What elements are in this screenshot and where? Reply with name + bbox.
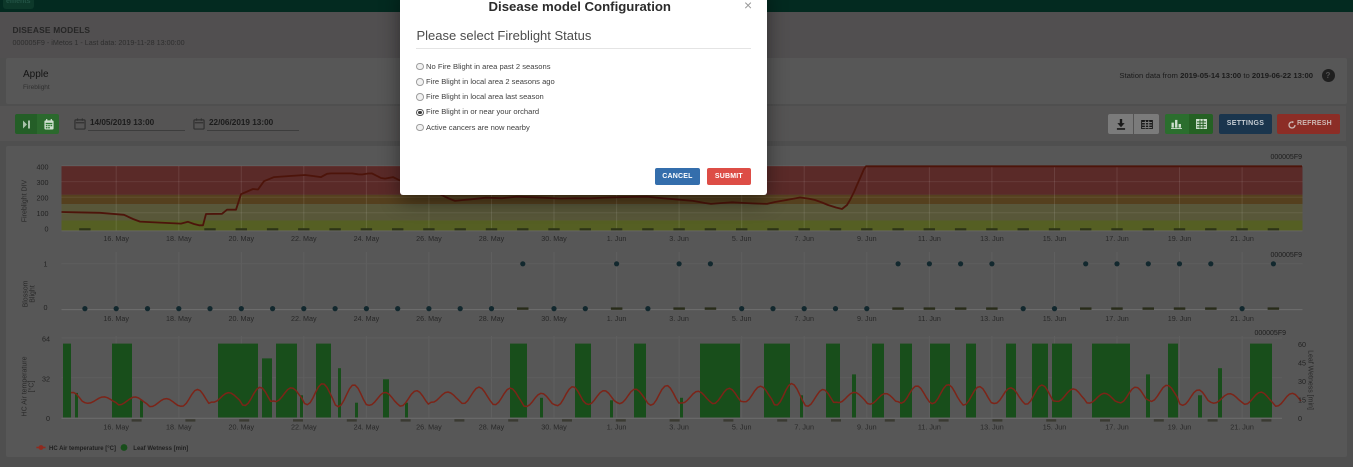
svg-text:30: 30 (1298, 377, 1306, 386)
svg-text:22. May: 22. May (291, 314, 317, 323)
svg-text:3. Jun: 3. Jun (669, 234, 689, 243)
svg-text:20. May: 20. May (229, 234, 255, 243)
svg-text:Leaf Wetness [min]: Leaf Wetness [min] (1307, 350, 1314, 410)
svg-text:18. May: 18. May (166, 234, 192, 243)
svg-text:15: 15 (1298, 396, 1306, 405)
svg-text:21. Jun: 21. Jun (1230, 234, 1254, 243)
svg-text:9. Jun: 9. Jun (857, 314, 877, 323)
svg-text:3. Jun: 3. Jun (669, 423, 689, 432)
svg-text:19. Jun: 19. Jun (1168, 314, 1192, 323)
svg-text:1. Jun: 1. Jun (607, 314, 627, 323)
svg-text:28. May: 28. May (479, 314, 505, 323)
svg-text:0: 0 (44, 303, 48, 312)
svg-text:60: 60 (1298, 340, 1306, 349)
svg-text:5. Jun: 5. Jun (732, 234, 752, 243)
svg-text:11. Jun: 11. Jun (918, 423, 941, 432)
svg-text:000005F9: 000005F9 (1254, 330, 1286, 337)
svg-text:19. Jun: 19. Jun (1168, 234, 1192, 243)
svg-text:18. May: 18. May (166, 423, 192, 432)
svg-text:7. Jun: 7. Jun (794, 314, 814, 323)
svg-text:28. May: 28. May (479, 234, 505, 243)
svg-text:1. Jun: 1. Jun (607, 423, 627, 432)
svg-text:19. Jun: 19. Jun (1168, 423, 1192, 432)
svg-text:17. Jun: 17. Jun (1105, 234, 1129, 243)
svg-text:24. May: 24. May (354, 234, 380, 243)
svg-text:28. May: 28. May (479, 423, 505, 432)
svg-text:30. May: 30. May (541, 234, 567, 243)
svg-text:HC Air temperature: HC Air temperature (22, 356, 29, 416)
svg-text:Blossom: Blossom (23, 280, 30, 307)
svg-text:9. Jun: 9. Jun (857, 423, 877, 432)
svg-text:0: 0 (46, 414, 50, 423)
svg-text:26. May: 26. May (416, 234, 442, 243)
svg-text:400: 400 (37, 162, 49, 171)
svg-text:16. May: 16. May (103, 234, 129, 243)
svg-text:000005F9: 000005F9 (1270, 252, 1302, 259)
svg-text:18. May: 18. May (166, 314, 192, 323)
svg-text:3. Jun: 3. Jun (669, 314, 689, 323)
svg-text:20. May: 20. May (229, 314, 255, 323)
svg-text:15. Jun: 15. Jun (1043, 314, 1067, 323)
svg-text:17. Jun: 17. Jun (1105, 314, 1129, 323)
svg-text:13. Jun: 13. Jun (980, 423, 1004, 432)
svg-text:22. May: 22. May (291, 234, 317, 243)
svg-text:24. May: 24. May (354, 423, 380, 432)
svg-text:9. Jun: 9. Jun (857, 234, 877, 243)
svg-text:Leaf Wetness [min]: Leaf Wetness [min] (133, 445, 188, 452)
svg-text:11. Jun: 11. Jun (918, 314, 941, 323)
svg-text:30. May: 30. May (541, 423, 567, 432)
svg-text:16. May: 16. May (103, 314, 129, 323)
svg-text:5. Jun: 5. Jun (732, 423, 752, 432)
svg-text:5. Jun: 5. Jun (732, 314, 752, 323)
svg-text:15. Jun: 15. Jun (1043, 234, 1067, 243)
svg-text:24. May: 24. May (354, 314, 380, 323)
svg-text:Fireblight DIV: Fireblight DIV (22, 179, 29, 222)
svg-text:[°C]: [°C] (28, 381, 36, 393)
svg-text:300: 300 (37, 178, 49, 187)
svg-text:32: 32 (42, 374, 50, 383)
svg-text:64: 64 (42, 335, 50, 344)
svg-text:Blight: Blight (30, 285, 37, 303)
svg-text:100: 100 (37, 209, 49, 218)
svg-text:1. Jun: 1. Jun (607, 234, 627, 243)
svg-text:HC Air temperature [°C]: HC Air temperature [°C] (49, 444, 116, 452)
svg-text:15. Jun: 15. Jun (1043, 423, 1067, 432)
svg-text:21. Jun: 21. Jun (1230, 423, 1254, 432)
svg-text:26. May: 26. May (416, 423, 442, 432)
svg-text:000005F9: 000005F9 (1270, 154, 1302, 161)
svg-text:13. Jun: 13. Jun (980, 234, 1004, 243)
svg-text:21. Jun: 21. Jun (1230, 314, 1254, 323)
svg-text:13. Jun: 13. Jun (980, 314, 1004, 323)
svg-text:16. May: 16. May (103, 423, 129, 432)
svg-text:26. May: 26. May (416, 314, 442, 323)
svg-text:30. May: 30. May (541, 314, 567, 323)
svg-text:7. Jun: 7. Jun (794, 423, 814, 432)
svg-text:45: 45 (1298, 359, 1306, 368)
svg-text:0: 0 (45, 225, 49, 234)
svg-text:200: 200 (37, 194, 49, 203)
svg-text:1: 1 (44, 260, 48, 269)
svg-text:0: 0 (1298, 414, 1302, 423)
svg-text:20. May: 20. May (229, 423, 255, 432)
svg-text:11. Jun: 11. Jun (918, 234, 941, 243)
svg-text:22. May: 22. May (291, 423, 317, 432)
svg-text:7. Jun: 7. Jun (794, 234, 814, 243)
svg-text:17. Jun: 17. Jun (1105, 423, 1129, 432)
